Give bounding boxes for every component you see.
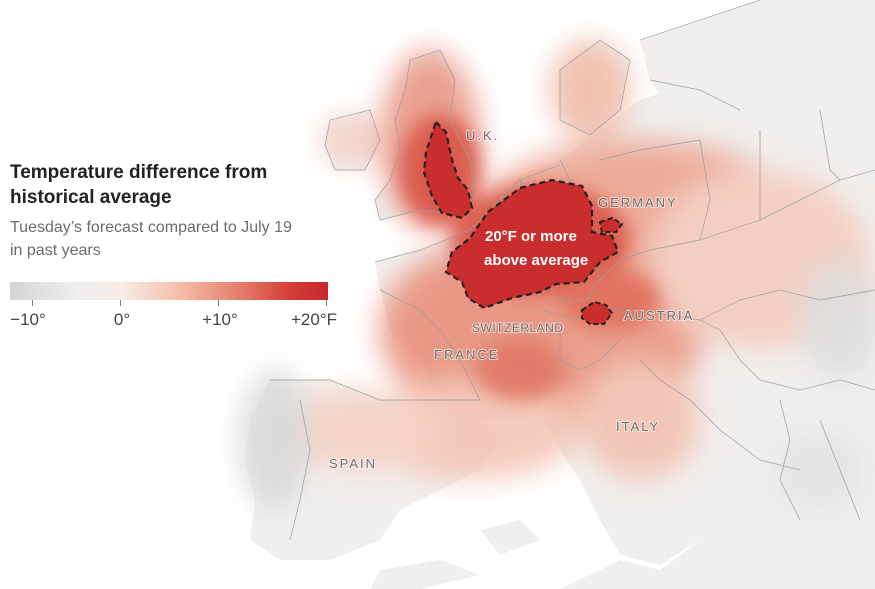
scale-label-minus10: −10° <box>10 310 46 329</box>
scale-tick <box>218 300 219 306</box>
scale-tick <box>326 300 327 306</box>
label-uk: U.K. <box>466 128 499 143</box>
hot-zone-alps <box>581 300 614 325</box>
scale-tick <box>32 300 33 306</box>
label-austria: AUSTRIA <box>624 308 694 323</box>
hot-zones <box>422 119 624 325</box>
scale-tick <box>120 300 121 306</box>
label-germany: GERMANY <box>598 195 678 210</box>
label-france: FRANCE <box>434 347 499 362</box>
scale-label-plus20: +20°F <box>290 310 338 329</box>
legend-subtitle: Tuesday’s forecast compared to July 19 i… <box>10 219 292 259</box>
hot-zone-germany-small <box>598 216 624 233</box>
color-scale-bar <box>10 282 328 300</box>
scale-label-plus10: +10° <box>202 310 238 329</box>
legend: Temperature difference from historical a… <box>10 160 340 329</box>
label-switzerland: SWITZERLAND <box>472 321 564 335</box>
hot-zone-uk <box>422 119 474 220</box>
annotation-line2: above average <box>484 252 588 269</box>
hot-zone-main <box>444 178 620 310</box>
label-spain: SPAIN <box>329 456 377 471</box>
annotation-line1: 20°F or more <box>485 228 577 245</box>
legend-title: Temperature difference from historical a… <box>10 162 268 208</box>
scale-label-0: 0° <box>113 310 131 329</box>
heat-overlay <box>240 40 875 510</box>
label-italy: ITALY <box>616 419 660 434</box>
